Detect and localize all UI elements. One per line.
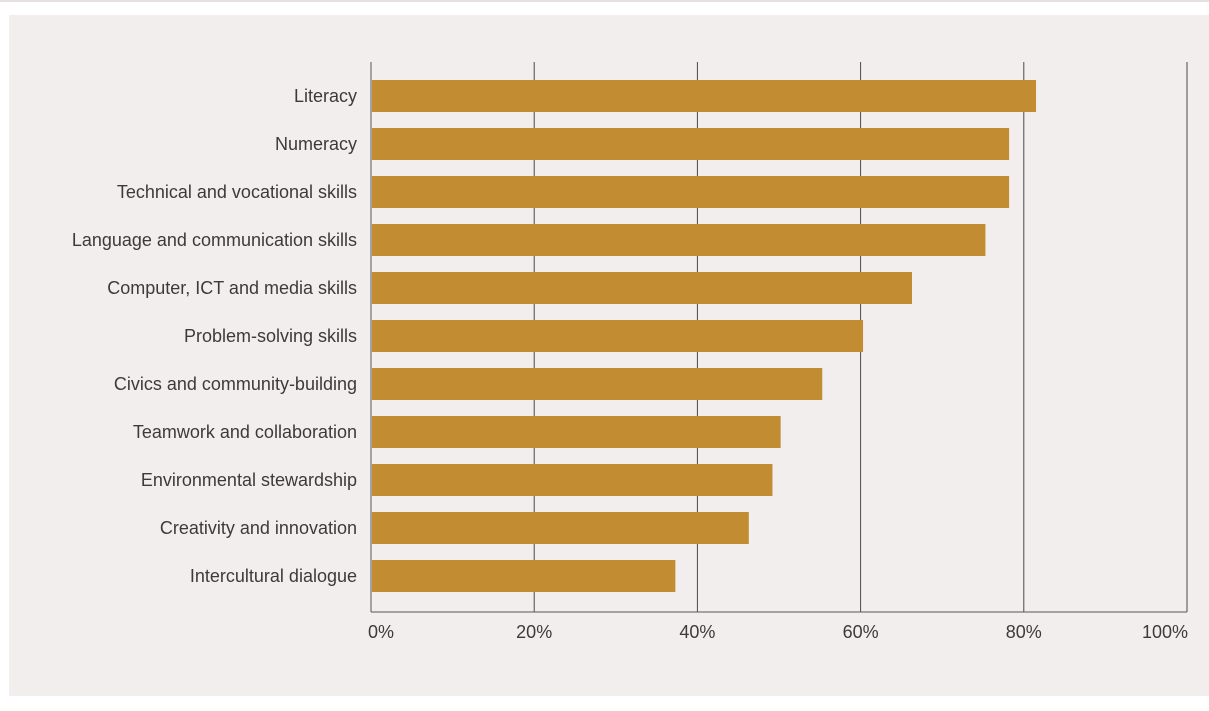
bar (372, 128, 1010, 160)
category-label: Intercultural dialogue (190, 566, 357, 586)
x-tick-label: 60% (843, 622, 879, 642)
x-tick-label: 80% (1006, 622, 1042, 642)
category-label: Civics and community-building (114, 374, 357, 394)
category-labels: Literacy Numeracy Technical and vocational… (72, 86, 357, 586)
category-label: Language and communication skills (72, 230, 357, 250)
bar (372, 272, 913, 304)
bar (372, 560, 676, 592)
category-label: Creativity and innovation (160, 518, 357, 538)
bar (372, 512, 749, 544)
category-label: Literacy (294, 86, 357, 106)
top-border (0, 0, 1209, 2)
bars (372, 80, 1037, 592)
x-tick-label: 100% (1142, 622, 1188, 642)
category-label: Environmental stewardship (141, 470, 357, 490)
x-tick-label: 40% (679, 622, 715, 642)
category-label: Problem-solving skills (184, 326, 357, 346)
bar (372, 464, 773, 496)
category-label: Computer, ICT and media skills (107, 278, 357, 298)
bar (372, 368, 823, 400)
category-label: Numeracy (275, 134, 357, 154)
x-tick-label: 20% (516, 622, 552, 642)
bar (372, 176, 1010, 208)
x-tick-label: 0% (368, 622, 394, 642)
bar (372, 224, 986, 256)
x-axis-tick-labels: 0% 20% 40% 60% 80% 100% (368, 622, 1188, 642)
category-label: Teamwork and collaboration (133, 422, 357, 442)
bar (372, 320, 864, 352)
category-label: Technical and vocational skills (117, 182, 357, 202)
bar (372, 80, 1037, 112)
bar (372, 416, 781, 448)
